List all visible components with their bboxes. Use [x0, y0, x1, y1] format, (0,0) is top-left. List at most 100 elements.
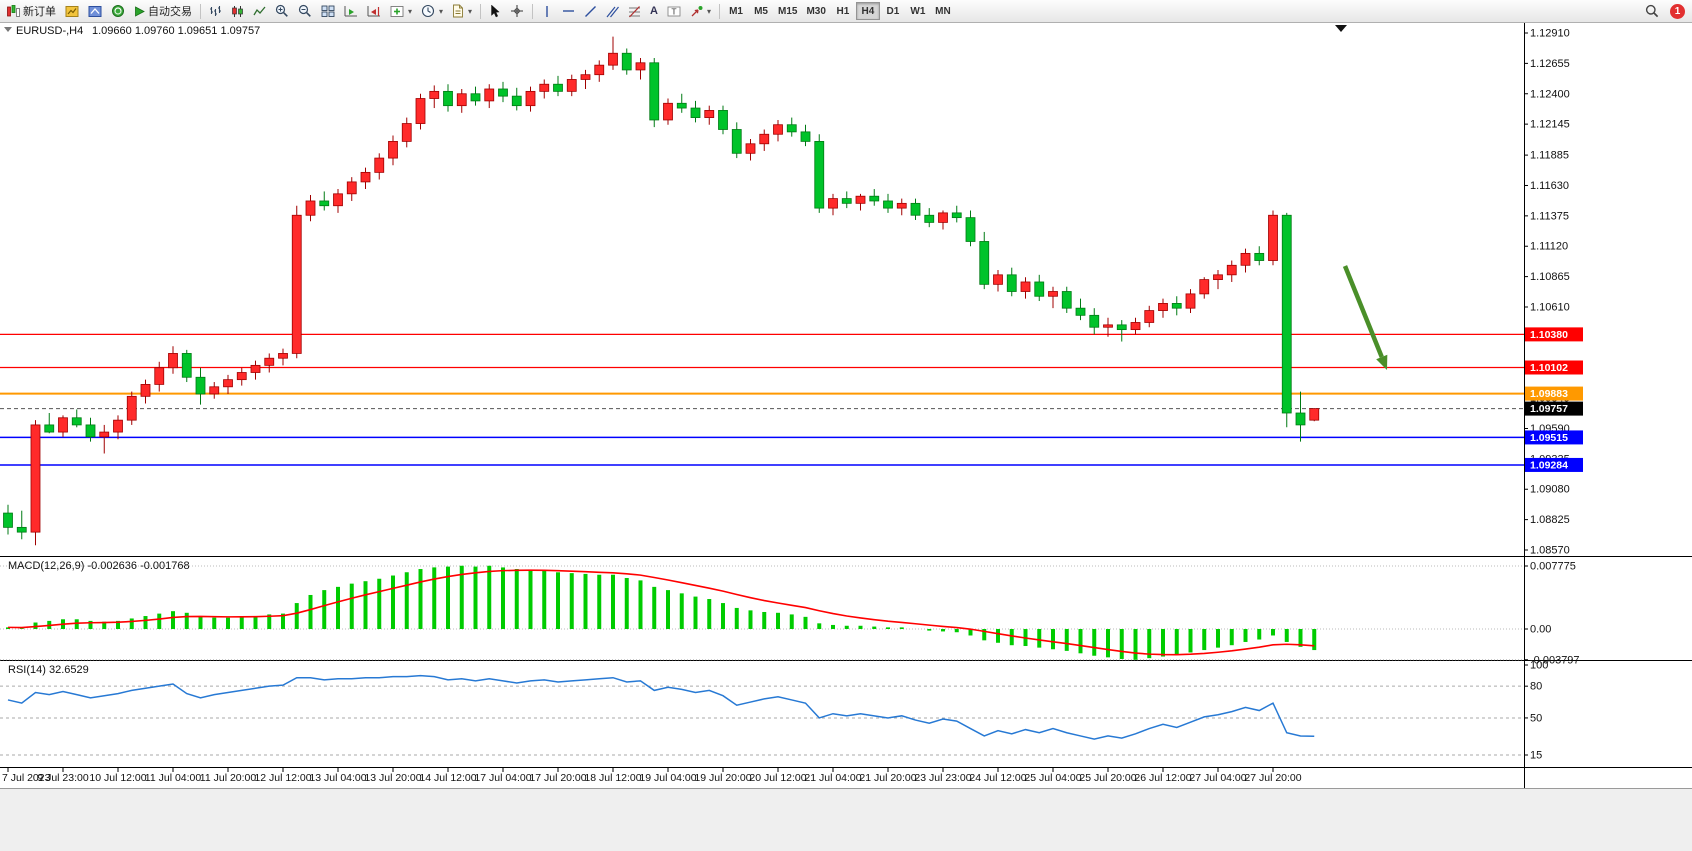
- rsi-axis-label: 50: [1530, 712, 1542, 724]
- timeframe-m15-button[interactable]: M15: [774, 2, 801, 20]
- text-tool-icon: A: [650, 4, 658, 17]
- time-axis[interactable]: [0, 768, 1692, 789]
- text-label-tool-button[interactable]: T: [663, 2, 685, 21]
- current-price-badge: [1525, 401, 1583, 416]
- candle-body: [855, 195, 866, 204]
- indicators-button[interactable]: ▾: [386, 2, 416, 21]
- auto-scroll-button[interactable]: [340, 2, 362, 21]
- timeframe-h1-button[interactable]: H1: [831, 2, 855, 20]
- price-axis-label: 1.12145: [1530, 119, 1570, 131]
- candle-body: [456, 93, 467, 107]
- candle-body: [910, 202, 921, 216]
- candle-body: [278, 353, 288, 359]
- price-level-badge-label: 1.10380: [1530, 329, 1568, 341]
- horizontal-line-tool-button[interactable]: [558, 2, 579, 21]
- candle-body: [209, 386, 220, 395]
- candle-body: [1171, 303, 1182, 309]
- macd-axis-label: 0.00: [1530, 624, 1551, 636]
- macd-signal-line: [7, 569, 1315, 656]
- timeframe-h4-button[interactable]: H4: [855, 2, 880, 20]
- collapse-chart-icon[interactable]: [4, 27, 12, 32]
- channel-tool-button[interactable]: [602, 2, 623, 21]
- timeframe-mn-button[interactable]: MN: [931, 2, 955, 20]
- candle-body: [401, 123, 412, 142]
- cursor-tool-button[interactable]: [485, 2, 505, 21]
- price-axis-label: 1.08825: [1530, 514, 1570, 526]
- timeframe-m1-button[interactable]: M1: [724, 2, 748, 20]
- candle-body: [1130, 322, 1141, 331]
- price-level-badge: [1525, 457, 1583, 472]
- time-axis-label: 11 Jul 20:00: [200, 772, 257, 784]
- macd-axis-label: 0.007775: [1530, 561, 1576, 573]
- trendline-tool-button[interactable]: [580, 2, 601, 21]
- current-price-badge-label: 1.09757: [1530, 403, 1568, 415]
- search-icon: [1645, 4, 1659, 18]
- auto-trading-icon: [135, 5, 145, 17]
- line-chart-type-button[interactable]: [249, 2, 270, 21]
- candle-body: [553, 83, 563, 92]
- candle-body: [195, 376, 206, 395]
- price-axis-label: 1.11630: [1530, 180, 1569, 192]
- timeframe-d1-button[interactable]: D1: [881, 2, 905, 20]
- market-watch-button[interactable]: [61, 2, 83, 21]
- community-button[interactable]: [107, 2, 129, 21]
- candle-body: [1048, 291, 1058, 297]
- candle-body: [168, 353, 178, 369]
- chevron-down-icon: ▾: [408, 6, 413, 16]
- toolbar-right-group: 1: [1641, 2, 1689, 21]
- svg-text:T: T: [671, 6, 676, 16]
- candle-body: [181, 353, 192, 378]
- candle-body: [415, 98, 426, 124]
- time-axis-label: 13 Jul 04:00: [309, 772, 366, 784]
- timeframe-w1-button[interactable]: W1: [906, 2, 930, 20]
- fibonacci-tool-button[interactable]: [624, 2, 645, 21]
- rsi-axis-label: 15: [1530, 750, 1542, 762]
- candle-body: [566, 79, 577, 92]
- time-axis-label: 19 Jul 04:00: [639, 772, 696, 784]
- main-toolbar: 新订单 自动交易: [0, 0, 1692, 23]
- candle-body: [731, 129, 742, 154]
- zoom-in-button[interactable]: [271, 2, 293, 21]
- notifications-badge[interactable]: 1: [1670, 3, 1685, 19]
- timeframe-m5-button[interactable]: M5: [749, 2, 773, 20]
- candle-body: [979, 241, 990, 285]
- chart-shift-marker-icon: [1335, 25, 1347, 32]
- new-order-button[interactable]: 新订单: [3, 2, 60, 21]
- bar-chart-type-button[interactable]: [205, 2, 226, 21]
- candle-body: [16, 526, 27, 533]
- zoom-out-button[interactable]: [294, 2, 316, 21]
- tile-windows-button[interactable]: [317, 2, 339, 21]
- text-tool-button[interactable]: A: [646, 2, 662, 21]
- arrow-annotation[interactable]: [1342, 265, 1384, 358]
- rsi-axis-label: 80: [1530, 681, 1542, 693]
- chart-symbol-label: EURUSD-,H4: [16, 25, 83, 37]
- time-axis-label: 23 Jul 23:00: [914, 772, 971, 784]
- crosshair-tool-button[interactable]: [506, 2, 528, 21]
- price-axis-label: 1.12655: [1530, 58, 1570, 70]
- price-level-badge: [1525, 360, 1583, 375]
- periods-button[interactable]: ▾: [417, 2, 447, 21]
- candle-body: [718, 110, 728, 130]
- price-axis-label: 1.12910: [1530, 28, 1570, 40]
- metaeditor-button[interactable]: [84, 2, 106, 21]
- candle-body: [250, 364, 261, 373]
- zoom-in-icon: [275, 4, 288, 17]
- chart-plot-area[interactable]: [0, 23, 1692, 828]
- candle-body: [443, 90, 453, 107]
- timeframe-m30-button[interactable]: M30: [802, 2, 829, 20]
- candle-body: [44, 424, 55, 433]
- templates-button[interactable]: ▾: [448, 2, 476, 21]
- price-axis-label: 1.10610: [1530, 301, 1570, 313]
- price-level-badge-label: 1.10102: [1530, 362, 1568, 374]
- shapes-tool-button[interactable]: ▾: [686, 2, 715, 21]
- auto-trading-button[interactable]: 自动交易: [130, 2, 196, 21]
- clock-icon: [421, 4, 435, 18]
- candle-body: [85, 424, 96, 438]
- chart-shift-button[interactable]: [363, 2, 385, 21]
- time-axis-label: 10 Jul 12:00: [89, 772, 146, 784]
- search-button[interactable]: [1641, 2, 1663, 21]
- candle-body: [1199, 279, 1210, 295]
- vertical-line-tool-button[interactable]: [537, 2, 557, 21]
- candlestick-chart-type-button[interactable]: [227, 2, 248, 21]
